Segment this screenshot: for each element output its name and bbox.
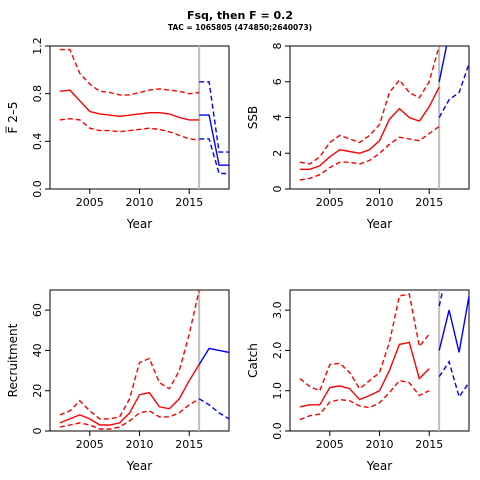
x-tick-label: 2015 bbox=[415, 196, 443, 209]
projection-lower-line bbox=[199, 138, 229, 175]
projection-upper-line bbox=[199, 290, 200, 291]
x-tick-label: 2005 bbox=[76, 438, 104, 451]
historic-upper-line bbox=[299, 46, 440, 165]
y-tick-label: 2 bbox=[271, 150, 284, 157]
historic-lower-line bbox=[299, 379, 430, 421]
x-tick-label: 2015 bbox=[175, 438, 203, 451]
x-tick-label: 2010 bbox=[126, 196, 154, 209]
historic-median-line bbox=[59, 364, 200, 426]
projection-upper-line bbox=[438, 290, 444, 307]
series-group bbox=[299, 46, 469, 181]
historic-lower-line bbox=[59, 398, 200, 430]
projection-upper-line bbox=[439, 46, 440, 47]
series-group bbox=[59, 48, 229, 175]
historic-median-line bbox=[299, 341, 430, 408]
y-tick-label: 3.0 bbox=[271, 301, 284, 319]
x-tick-label: 2015 bbox=[175, 196, 203, 209]
y-tick-label: 0.4 bbox=[31, 133, 44, 151]
y-tick-label: 6 bbox=[271, 78, 284, 85]
y-tick-label: 2.0 bbox=[271, 342, 284, 360]
y-axis-label: F̅ 2–5 bbox=[5, 102, 20, 134]
x-axis-label: Year bbox=[126, 459, 152, 473]
series-group bbox=[299, 290, 469, 421]
chart-subtitle: TAC = 1065805 (474850;2640073) bbox=[167, 23, 313, 32]
projection-upper-line bbox=[199, 81, 229, 153]
historic-upper-line bbox=[59, 48, 200, 96]
y-tick-label: 8 bbox=[271, 43, 284, 50]
projection-median-line bbox=[438, 46, 448, 82]
y-tick-label: 0 bbox=[271, 186, 284, 193]
historic-median-line bbox=[59, 89, 200, 121]
plot-frame bbox=[289, 289, 470, 432]
y-tick-label: 0.8 bbox=[31, 85, 44, 103]
x-axis-label: Year bbox=[126, 217, 152, 231]
y-tick-label: 0 bbox=[31, 428, 44, 435]
plot-frame bbox=[49, 45, 230, 190]
x-tick-label: 2005 bbox=[76, 196, 104, 209]
panel-4: 2005 2010 2015 0.0 1.0 2.0 3.0 Year Catch bbox=[246, 289, 470, 473]
x-tick-label: 2005 bbox=[316, 438, 344, 451]
chart-title: Fsq, then F = 0.2 bbox=[186, 9, 294, 22]
historic-upper-line bbox=[299, 293, 430, 392]
y-tick-label: 0.0 bbox=[31, 180, 44, 198]
y-tick-label: 0.0 bbox=[271, 422, 284, 440]
projection-lower-line bbox=[198, 398, 229, 420]
x-tick-label: 2010 bbox=[366, 196, 394, 209]
panel-3: 2005 2010 2015 0 20 40 60 Year Recruitment bbox=[6, 289, 230, 473]
panel-2: 2005 2010 2015 0 2 4 6 8 Year SSB bbox=[246, 43, 470, 231]
y-axis-label: Catch bbox=[246, 343, 260, 378]
panel-1: 2005 2010 2015 0.0 0.4 0.8 1.2 Year F̅ 2–5 bbox=[5, 37, 230, 231]
y-tick-label: 4 bbox=[271, 114, 284, 121]
y-tick-label: 1.0 bbox=[271, 382, 284, 400]
y-axis-label: Recruitment bbox=[6, 323, 20, 397]
x-tick-label: 2010 bbox=[366, 438, 394, 451]
x-tick-label: 2010 bbox=[126, 438, 154, 451]
x-axis-label: Year bbox=[366, 459, 392, 473]
x-tick-label: 2015 bbox=[415, 438, 443, 451]
x-axis-label: Year bbox=[366, 217, 392, 231]
series-group bbox=[59, 290, 229, 430]
projection-median-line bbox=[198, 347, 229, 365]
x-tick-label: 2005 bbox=[316, 196, 344, 209]
y-tick-label: 60 bbox=[31, 303, 44, 317]
y-axis-label: SSB bbox=[246, 106, 260, 129]
y-tick-label: 1.2 bbox=[31, 37, 44, 55]
y-tick-label: 40 bbox=[31, 343, 44, 357]
historic-upper-line bbox=[59, 290, 200, 420]
historic-lower-line bbox=[299, 125, 440, 181]
projection-median-line bbox=[438, 295, 469, 353]
historic-lower-line bbox=[59, 117, 200, 141]
projection-lower-line bbox=[438, 63, 469, 118]
y-tick-label: 20 bbox=[31, 384, 44, 398]
projection-lower-line bbox=[438, 360, 469, 399]
historic-median-line bbox=[299, 86, 440, 171]
projection-median-line bbox=[199, 114, 229, 166]
